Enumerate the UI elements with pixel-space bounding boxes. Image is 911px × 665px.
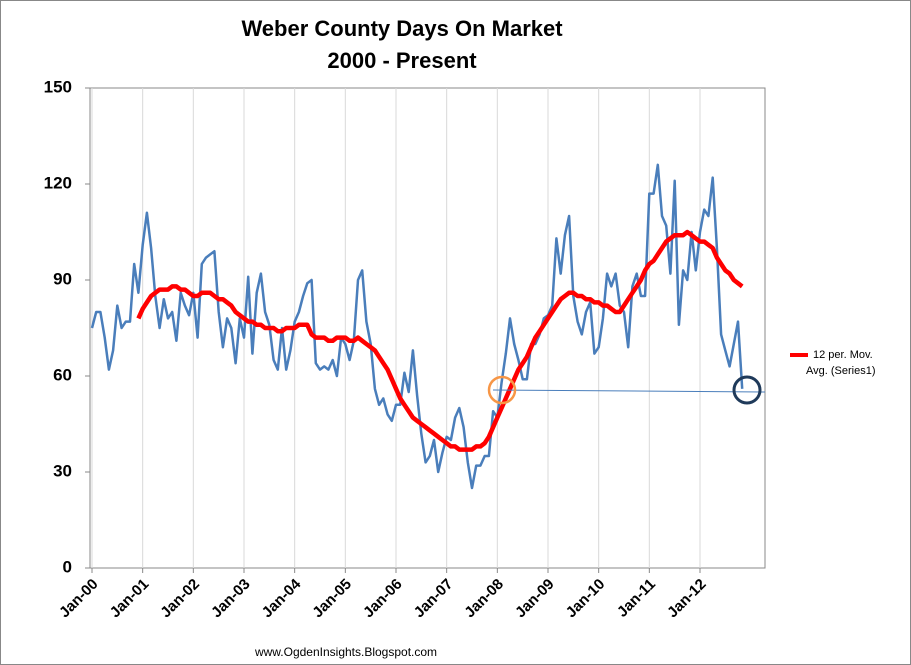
y-tick-label: 0 bbox=[63, 557, 72, 576]
y-tick-label: 30 bbox=[53, 461, 72, 480]
highlight-circle bbox=[487, 375, 517, 405]
legend-label: 12 per. Mov. Avg. (Series1) bbox=[806, 349, 876, 377]
footer: www.OgdenInsights.Blogspot.com bbox=[254, 645, 437, 659]
chart-subtitle: 2000 - Present bbox=[327, 48, 477, 73]
y-tick-label: 150 bbox=[44, 77, 72, 96]
chart-title: Weber County Days On Market bbox=[241, 16, 563, 41]
reference-line bbox=[492, 389, 766, 393]
plot-border bbox=[89, 87, 766, 569]
data-line bbox=[90, 163, 744, 490]
y-tick-label: 60 bbox=[53, 365, 72, 384]
y-tick-label: 120 bbox=[44, 173, 72, 192]
y-tick-label: 90 bbox=[53, 269, 72, 288]
highlight-circle bbox=[732, 375, 762, 405]
data-line bbox=[136, 229, 744, 452]
